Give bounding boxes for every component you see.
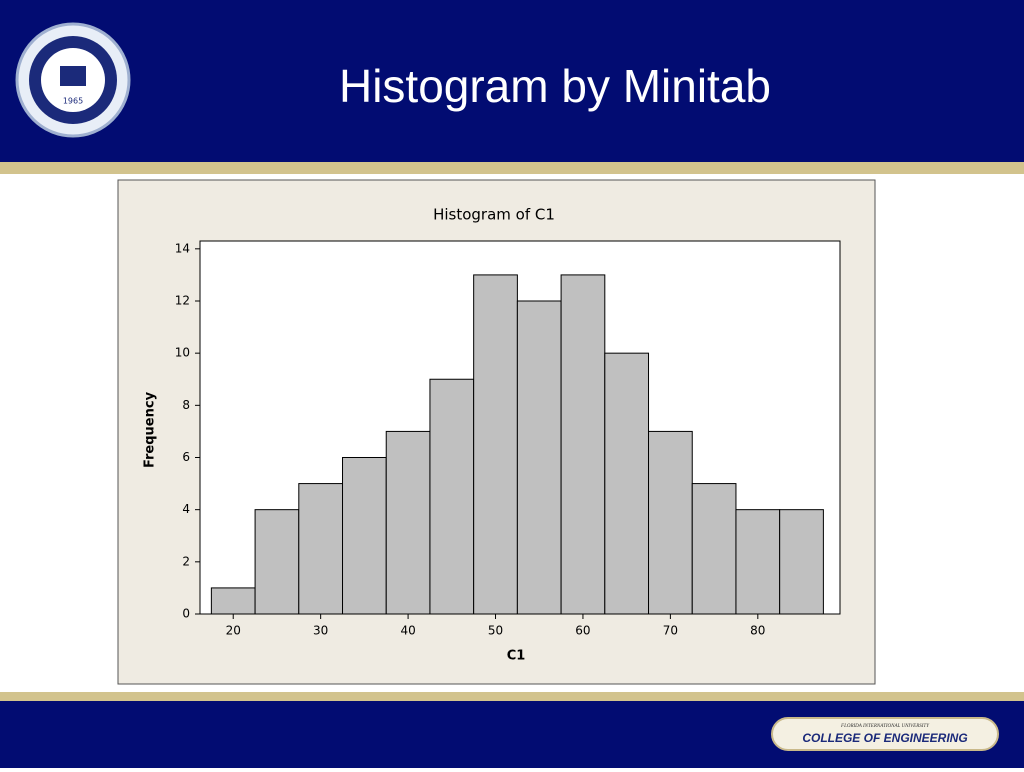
x-tick-label: 60 (575, 624, 590, 638)
y-tick-label: 10 (175, 346, 190, 360)
x-tick-label: 50 (488, 624, 503, 638)
x-tick-label: 30 (313, 624, 328, 638)
chart: Histogram of C1 C1 Frequency 0 2 4 6 8 10 12 14… (143, 206, 824, 664)
badge-college: COLLEGE OF ENGINEERING (802, 731, 967, 745)
bar (648, 430, 693, 615)
x-tick-label: 80 (750, 624, 765, 638)
x-tick-label: 70 (663, 624, 678, 638)
bar (735, 509, 781, 615)
bar (779, 509, 824, 615)
y-tick-label: 2 (182, 554, 190, 568)
badge-university: FLORIDA INTERNATIONAL UNIVERSITY (840, 724, 930, 729)
bar (691, 483, 737, 615)
x-tick-label: 20 (226, 624, 241, 638)
y-tick-label: 4 (182, 502, 190, 516)
footer-badge: FLORIDA INTERNATIONAL UNIVERSITY COLLEGE… (771, 717, 999, 751)
bar (473, 274, 518, 615)
slide-title: Histogram by Minitab (339, 60, 771, 112)
header-rule (0, 162, 1024, 174)
y-tick-label: 12 (175, 293, 190, 307)
bar (254, 509, 300, 615)
y-axis-label: Frequency (143, 391, 158, 468)
chart-title: Histogram of C1 (433, 206, 555, 224)
seal-year: 1965 (63, 97, 83, 106)
y-tick-label: 8 (182, 398, 190, 412)
seal-emblem (60, 66, 86, 86)
x-tick-label: 40 (400, 624, 415, 638)
y-tick-label: 0 (182, 607, 190, 621)
bar (385, 430, 431, 615)
header-band (0, 0, 1024, 162)
bar (604, 352, 650, 615)
footer-rule (0, 692, 1024, 701)
bar (342, 456, 387, 615)
bar (560, 274, 606, 615)
bar (516, 300, 562, 615)
y-tick-label: 14 (175, 241, 190, 255)
bar (429, 378, 475, 615)
bar (210, 587, 256, 615)
x-axis-label: C1 (507, 649, 526, 664)
bar (298, 483, 344, 615)
y-tick-label: 6 (182, 450, 190, 464)
badge-shape (771, 717, 999, 751)
seal: 1965 (15, 22, 131, 138)
